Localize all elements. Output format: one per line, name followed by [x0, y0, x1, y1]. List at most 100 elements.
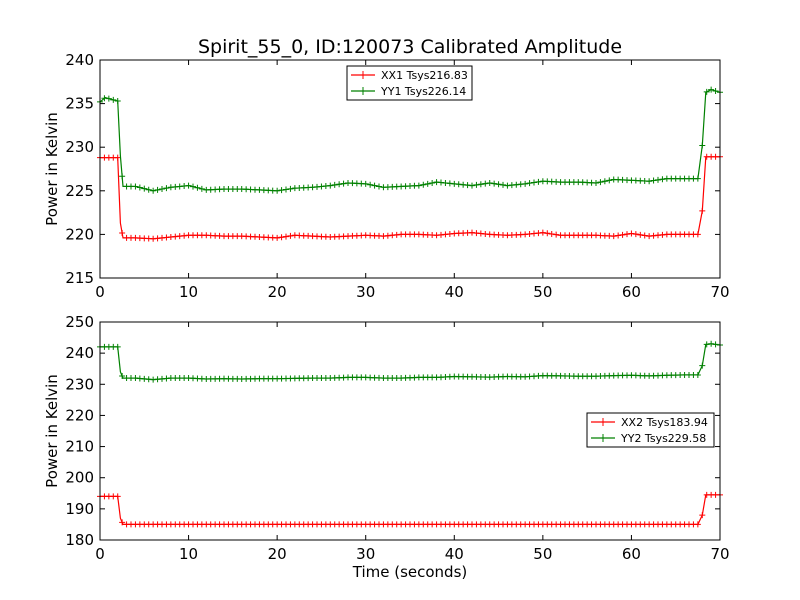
- plot-frame: [99, 59, 721, 279]
- series-line-1-2: [99, 88, 721, 192]
- series-marker: [141, 185, 148, 192]
- series-marker: [531, 179, 537, 186]
- series-marker: [283, 186, 289, 193]
- series-marker: [477, 181, 484, 188]
- y-tick-label: 190: [65, 500, 94, 518]
- series-marker: [340, 180, 347, 187]
- series-marker: [336, 181, 343, 188]
- series-marker: [606, 177, 613, 184]
- series-marker: [646, 178, 653, 185]
- legend-label: XX2 Tsys183.94: [621, 416, 708, 429]
- series-marker: [132, 183, 139, 190]
- series-marker: [628, 230, 635, 237]
- series-marker: [699, 142, 706, 149]
- series-marker: [114, 493, 121, 500]
- x-tick-label: 70: [710, 283, 729, 301]
- series-marker: [114, 154, 121, 161]
- series-marker: [163, 185, 170, 192]
- series-marker: [593, 179, 599, 186]
- series-marker: [699, 362, 706, 369]
- series-marker: [539, 229, 546, 236]
- series-marker: [105, 95, 112, 102]
- series-marker: [548, 230, 555, 237]
- y-tick-label: 200: [65, 469, 94, 487]
- series-line-1-1: [100, 156, 720, 240]
- legend-marker: [359, 87, 367, 95]
- series-marker: [283, 233, 289, 240]
- x-tick-label: 30: [356, 283, 375, 301]
- series-marker: [597, 179, 604, 186]
- series-marker: [482, 180, 489, 187]
- series-marker: [119, 519, 126, 526]
- series-marker: [429, 179, 436, 186]
- series-marker: [154, 186, 161, 193]
- y-tick-label: 240: [65, 51, 94, 69]
- series-marker: [198, 185, 205, 192]
- y-tick-label: 230: [65, 375, 94, 393]
- series-marker: [495, 181, 502, 188]
- series-marker: [486, 179, 493, 186]
- series-marker: [699, 512, 706, 519]
- x-tick-label: 20: [268, 283, 287, 301]
- series-marker: [694, 521, 701, 528]
- legend-marker: [599, 418, 607, 426]
- y-tick-label: 240: [65, 344, 94, 362]
- legend-marker: [599, 434, 607, 442]
- series-marker: [274, 187, 281, 194]
- series-marker: [615, 232, 622, 239]
- series-marker: [424, 180, 431, 187]
- series-marker: [632, 231, 639, 238]
- series-marker: [708, 340, 715, 347]
- series-marker: [119, 229, 126, 236]
- series-marker: [650, 177, 657, 184]
- plot-panel-2: 0 10 20 30 40 50 60 70 180 190 200 210 220 230 240 250 P…: [43, 313, 730, 563]
- series-marker: [641, 232, 648, 239]
- series-marker: [712, 341, 719, 348]
- series-marker: [420, 181, 427, 188]
- series-marker: [544, 230, 551, 237]
- x-tick-label: 20: [268, 545, 287, 563]
- series-marker: [500, 181, 506, 188]
- y-tick-label: 220: [65, 225, 94, 243]
- chart-title: Spirit_55_0, ID:120073 Calibrated Amplit…: [198, 36, 622, 58]
- legend-marker: [359, 71, 367, 79]
- series-marker: [119, 372, 126, 379]
- series-marker: [150, 187, 157, 194]
- y-tick-label: 210: [65, 438, 94, 456]
- x-tick-label: 60: [622, 545, 641, 563]
- series-marker: [703, 88, 710, 95]
- series-marker: [376, 183, 382, 190]
- series-marker: [415, 182, 422, 189]
- x-tick-label: 0: [95, 283, 105, 301]
- series-marker: [624, 231, 630, 238]
- series-marker: [535, 178, 542, 185]
- y-tick-label: 215: [65, 269, 94, 287]
- series-marker: [136, 184, 143, 191]
- series-marker: [287, 232, 294, 239]
- y-tick-label: 225: [65, 182, 94, 200]
- series-marker: [712, 87, 719, 94]
- series-marker: [278, 234, 285, 241]
- y-tick-label: 230: [65, 138, 94, 156]
- x-tick-label: 50: [533, 545, 552, 563]
- series-marker: [491, 180, 498, 187]
- series-marker: [114, 343, 121, 350]
- series-marker: [703, 341, 710, 348]
- y-tick-label: 220: [65, 406, 94, 424]
- y-tick-label: 235: [65, 95, 94, 113]
- legend-label: YY1 Tsys226.14: [380, 85, 466, 98]
- legend-box: [586, 412, 715, 448]
- series-marker: [278, 187, 285, 194]
- series-marker: [114, 97, 121, 104]
- legend: XX1 Tsys216.83 YY1 Tsys226.14: [346, 65, 473, 101]
- y-tick-label: 250: [65, 313, 94, 331]
- series-marker: [637, 231, 644, 238]
- y-axis-label: Power in Kelvin: [43, 112, 61, 226]
- x-tick-label: 40: [445, 283, 464, 301]
- x-tick-label: 10: [179, 283, 198, 301]
- y-tick-label: 180: [65, 531, 94, 549]
- legend: XX2 Tsys183.94 YY2 Tsys229.58: [586, 412, 715, 448]
- series-marker: [619, 231, 626, 238]
- series-marker: [522, 180, 529, 187]
